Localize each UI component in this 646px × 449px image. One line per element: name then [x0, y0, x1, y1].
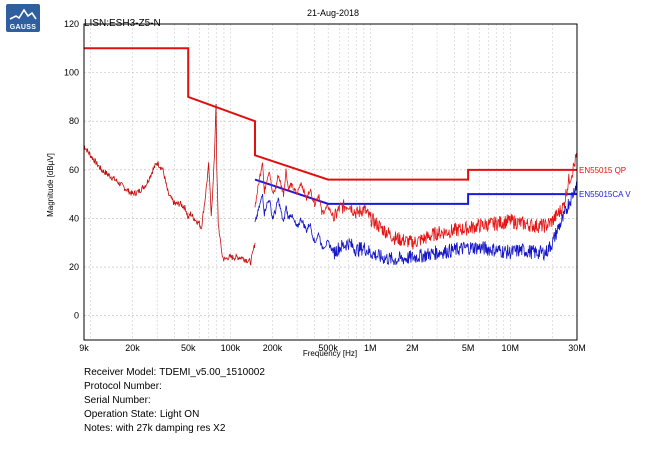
info-row-receiver: Receiver Model: TDEMI_v5.00_1510002 [84, 366, 265, 379]
info-label: Serial Number: [84, 395, 151, 406]
emi-chart: 21-Aug-2018 LISN:ESH3-Z5-N Magnitude [dB… [46, 8, 631, 358]
x-axis-label: Frequency [Hz] [303, 349, 357, 358]
y-tick-label: 100 [64, 68, 79, 78]
y-tick-label: 40 [69, 213, 79, 223]
info-row-serial: Serial Number: [84, 394, 154, 407]
x-tick-label: 100k [221, 343, 241, 353]
info-label: Operation State: [84, 409, 157, 420]
y-axis-label: Magnitude [dBµV] [46, 153, 55, 217]
info-label: Receiver Model: [84, 367, 157, 378]
info-row-notes: Notes: with 27k damping res X2 [84, 422, 225, 435]
grid [83, 23, 578, 340]
x-tick-label: 50k [181, 343, 196, 353]
x-tick-label: 20k [125, 343, 140, 353]
plot-frame [83, 23, 578, 341]
series-lines [83, 47, 578, 266]
info-value: Light ON [159, 409, 200, 420]
y-tick-label: 120 [64, 19, 79, 29]
x-tick-label: 10M [501, 343, 519, 353]
y-tick-label: 60 [69, 165, 79, 175]
measurement-trace [254, 181, 578, 266]
info-label: Protocol Number: [84, 381, 162, 392]
info-value: with 27k damping res X2 [115, 423, 226, 434]
legend-label: EN55015 QP [579, 166, 626, 175]
limit-line [84, 47, 577, 181]
info-value: TDEMI_v5.00_1510002 [159, 367, 265, 378]
info-label: Notes: [84, 423, 113, 434]
measurement-trace [254, 153, 578, 250]
logo-peak-icon [9, 8, 37, 20]
legend: EN55015 QP EN55015CA V [579, 166, 631, 199]
legend-label: EN55015CA V [579, 190, 631, 199]
gauss-logo: GAUSS [6, 4, 40, 32]
tick-labels: 0 20 40 60 80 100 120 9k 20k 50k 100k 200k 500k 1M 2M 5… [64, 19, 586, 353]
measurement-trace [83, 103, 256, 266]
y-tick-label: 20 [69, 262, 79, 272]
limit-line [254, 178, 577, 205]
chart-date: 21-Aug-2018 [307, 8, 359, 18]
x-tick-label: 500k [318, 343, 338, 353]
x-tick-label: 5M [462, 343, 475, 353]
info-row-operation: Operation State: Light ON [84, 408, 199, 421]
x-tick-label: 200k [263, 343, 283, 353]
x-tick-label: 2M [406, 343, 419, 353]
x-tick-label: 30M [568, 343, 586, 353]
info-row-protocol: Protocol Number: [84, 380, 165, 393]
y-tick-label: 0 [74, 311, 79, 321]
x-tick-label: 1M [364, 343, 377, 353]
y-tick-label: 80 [69, 116, 79, 126]
logo-text: GAUSS [9, 24, 37, 31]
x-tick-label: 9k [79, 343, 89, 353]
